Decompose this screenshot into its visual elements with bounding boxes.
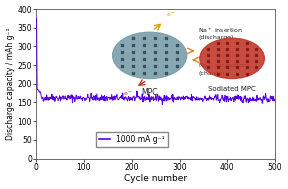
Circle shape bbox=[113, 32, 187, 79]
Legend: 1000 mA g⁻¹: 1000 mA g⁻¹ bbox=[96, 132, 168, 147]
Text: Sodiated MPC: Sodiated MPC bbox=[208, 86, 256, 92]
Circle shape bbox=[200, 38, 264, 79]
Y-axis label: Discharge capacity / mAh g⁻¹: Discharge capacity / mAh g⁻¹ bbox=[5, 28, 15, 140]
Text: Na$^+$ insertion
(discharge): Na$^+$ insertion (discharge) bbox=[198, 26, 243, 40]
X-axis label: Cycle number: Cycle number bbox=[124, 174, 187, 184]
Text: e$^-$: e$^-$ bbox=[166, 11, 176, 19]
Text: MPC: MPC bbox=[141, 88, 158, 97]
Text: e$^-$: e$^-$ bbox=[123, 91, 133, 98]
Text: Na$^+$ extraction
(charge): Na$^+$ extraction (charge) bbox=[198, 61, 247, 76]
